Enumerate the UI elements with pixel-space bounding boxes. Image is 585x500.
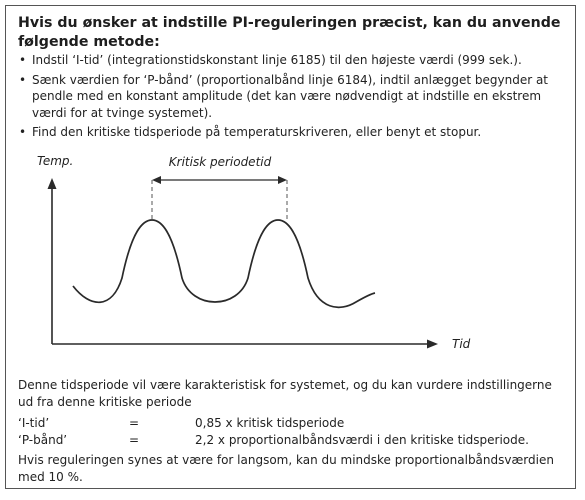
period-arrow-right-head xyxy=(278,176,287,184)
info-box xyxy=(5,5,576,489)
list-item: • Find den kritiske tidsperiode på tempe… xyxy=(18,124,563,141)
formula-value: 2,2 x proportionalbåndsværdi i den kriti… xyxy=(195,433,529,447)
x-axis-arrowhead xyxy=(427,339,438,349)
y-axis-label: Temp. xyxy=(37,154,73,168)
instruction-list: • Indstil ‘I-tid’ (integrationstidskonst… xyxy=(18,52,563,144)
oscillation-curve xyxy=(72,219,376,309)
list-item-text: Indstil ‘I-tid’ (integrationstidskonstan… xyxy=(32,53,522,67)
formula-equals: = xyxy=(129,416,140,430)
bullet-marker: • xyxy=(19,72,27,87)
formula-equals: = xyxy=(129,433,140,447)
list-item-text: Find den kritiske tidsperiode på tempera… xyxy=(32,125,482,139)
period-label: Kritisk periodetid xyxy=(169,155,272,169)
bullet-marker: • xyxy=(19,125,27,139)
x-axis-label: Tid xyxy=(452,337,471,351)
formula-value: 0,85 x kritisk tidsperiode xyxy=(195,416,345,430)
paragraph-adjustment-note: Hvis reguleringen synes at være for lang… xyxy=(18,453,554,484)
paragraph-critical-period: Denne tidsperiode vil være karakteristis… xyxy=(18,378,552,409)
heading: Hvis du ønsker at indstille PI-regulerin… xyxy=(18,15,561,50)
list-item-text: Sænk værdien for ‘P-bånd’ (proportionalb… xyxy=(32,72,549,120)
y-axis-arrowhead xyxy=(47,178,57,189)
list-item: • Indstil ‘I-tid’ (integrationstidskonst… xyxy=(18,52,563,69)
list-item: • Sænk værdien for ‘P-bånd’ (proportiona… xyxy=(18,72,563,122)
formula-label: ‘I-tid’ xyxy=(18,416,50,430)
formula-label: ‘P-bånd’ xyxy=(18,433,68,447)
bullet-marker: • xyxy=(19,53,27,67)
period-arrow-left-head xyxy=(152,176,161,184)
